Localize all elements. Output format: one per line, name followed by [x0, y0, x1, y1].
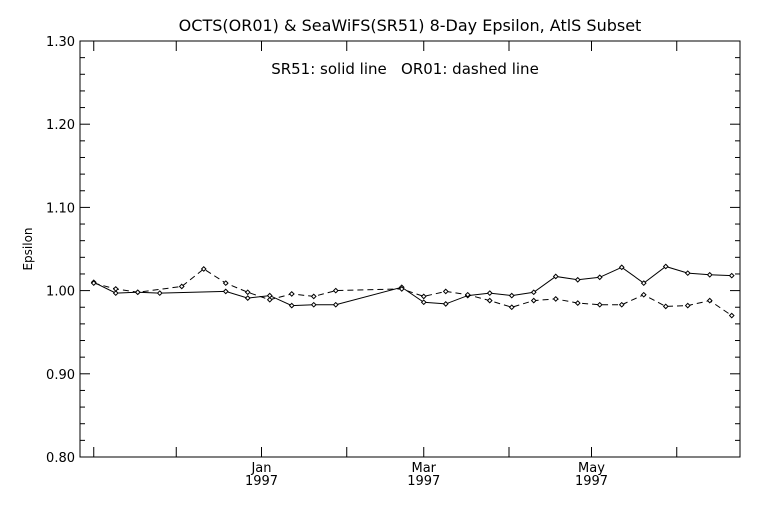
- data-point-or01: [464, 291, 471, 298]
- data-point-or01: [266, 296, 273, 303]
- data-point-or01: [640, 291, 647, 298]
- y-tick-label: 0.90: [46, 368, 75, 383]
- y-tick-label: 1.30: [46, 35, 75, 50]
- data-point-or01: [728, 312, 735, 319]
- data-point-or01: [178, 283, 185, 290]
- data-point-or01: [244, 289, 251, 296]
- data-point-or01: [684, 302, 691, 309]
- data-point-sr51: [288, 302, 295, 309]
- data-point-or01: [552, 296, 559, 302]
- data-point-or01: [662, 303, 669, 310]
- data-point-or01: [398, 286, 405, 292]
- data-point-sr51: [442, 301, 449, 307]
- legend-annotation: SR51: solid line OR01: dashed line: [271, 60, 539, 78]
- plot-frame: [79, 40, 741, 458]
- data-point-sr51: [684, 270, 691, 277]
- y-axis: 0.80 0.90 1.00 1.10 1.20 1.30: [46, 35, 740, 466]
- x-tick-month-label: May: [578, 461, 605, 476]
- data-point-sr51: [596, 274, 603, 281]
- y-tick-label: 1.20: [46, 118, 75, 133]
- data-point-sr51: [222, 288, 229, 295]
- data-point-sr51: [156, 290, 163, 297]
- data-point-or01: [706, 297, 713, 304]
- data-point-or01: [112, 286, 119, 292]
- data-point-sr51: [112, 290, 119, 297]
- data-point-sr51: [618, 264, 625, 271]
- data-point-or01: [200, 266, 207, 272]
- x-tick-year-label: 1997: [245, 474, 278, 489]
- data-point-sr51: [574, 276, 581, 283]
- data-point-sr51: [640, 280, 647, 287]
- data-point-sr51: [706, 271, 713, 278]
- y-tick-label: 0.80: [46, 451, 75, 466]
- x-tick-year-label: 1997: [407, 474, 440, 489]
- data-point-sr51: [508, 292, 515, 299]
- data-point-or01: [90, 280, 97, 287]
- y-axis-label: Epsilon: [21, 227, 35, 270]
- series-layer: [90, 263, 735, 319]
- data-point-or01: [574, 300, 581, 306]
- series-group: [90, 263, 735, 319]
- series-line-sr51: [93, 265, 732, 307]
- data-point-or01: [420, 293, 427, 300]
- data-point-or01: [332, 287, 339, 294]
- data-point-sr51: [244, 295, 251, 301]
- data-point-sr51: [486, 290, 493, 297]
- data-point-or01: [618, 301, 625, 308]
- data-point-or01: [288, 291, 295, 297]
- x-tick-month-label: Jan: [250, 461, 271, 476]
- data-point-sr51: [728, 272, 735, 279]
- chart-title: OCTS(OR01) & SeaWiFS(SR51) 8-Day Epsilon…: [179, 16, 642, 35]
- data-point-sr51: [552, 273, 559, 280]
- data-point-or01: [222, 280, 229, 287]
- data-point-or01: [596, 301, 603, 308]
- data-point-sr51: [530, 289, 537, 296]
- data-point-sr51: [310, 301, 317, 308]
- y-tick-label: 1.10: [46, 201, 75, 216]
- data-point-sr51: [420, 299, 427, 306]
- x-tick-year-label: 1997: [575, 474, 608, 489]
- data-point-or01: [442, 288, 449, 295]
- data-point-or01: [134, 289, 141, 296]
- y-tick-label: 1.00: [46, 285, 75, 300]
- data-point-sr51: [332, 301, 339, 308]
- data-point-or01: [310, 293, 317, 300]
- data-point-or01: [486, 297, 493, 304]
- data-point-or01: [530, 297, 537, 304]
- data-point-or01: [508, 304, 515, 311]
- x-tick-month-label: Mar: [411, 461, 436, 476]
- data-point-sr51: [662, 263, 669, 270]
